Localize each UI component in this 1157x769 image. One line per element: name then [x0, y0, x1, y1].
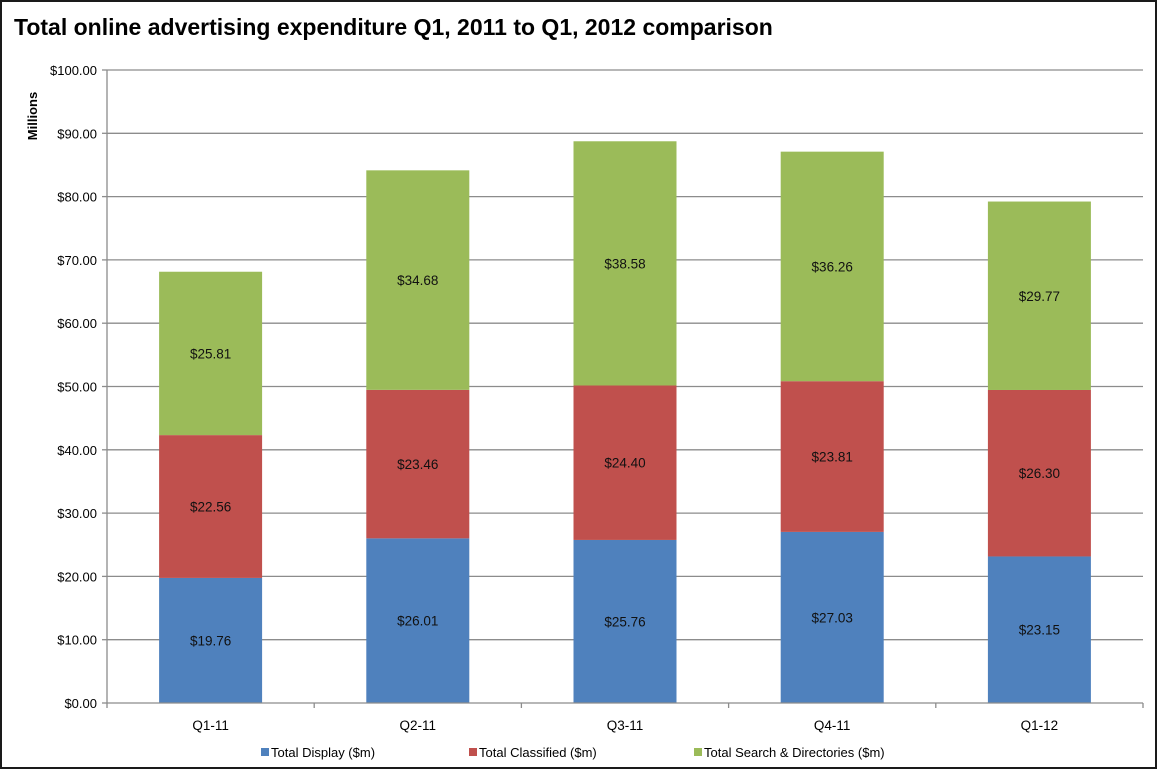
y-tick-label: $10.00: [57, 633, 97, 648]
bar-segment: [366, 538, 470, 703]
bar-segment: [366, 389, 470, 539]
data-label: $25.81: [190, 346, 231, 361]
data-label: $23.46: [397, 457, 438, 472]
legend-swatch: [469, 748, 477, 756]
bar-segment: [780, 151, 884, 382]
y-tick-label: $80.00: [57, 190, 97, 205]
x-tick-label: Q3-11: [607, 718, 644, 733]
x-tick-label: Q1-12: [1021, 718, 1059, 733]
data-label: $19.76: [190, 633, 231, 648]
y-tick-label: $60.00: [57, 316, 97, 331]
data-label: $25.76: [604, 614, 645, 629]
y-tick-labels: $0.00 $10.00 $20.00 $30.00 $40.00 $50.00 $60.0…: [50, 63, 97, 711]
bar-segment: [780, 381, 884, 532]
y-tick-label: $70.00: [57, 253, 97, 268]
legend-label: Total Display ($m): [271, 745, 375, 760]
data-label: $26.01: [397, 614, 438, 629]
data-label: $23.15: [1019, 623, 1060, 638]
y-tick-label: $20.00: [57, 569, 97, 584]
bars: [159, 141, 1091, 703]
bar-segment: [159, 271, 263, 436]
x-tick-label: Q1-11: [192, 718, 229, 733]
bar-segment: [987, 201, 1091, 390]
y-tick-label: $50.00: [57, 380, 97, 395]
data-label: $24.40: [604, 456, 645, 471]
bar-segment: [987, 556, 1091, 703]
x-tick-label: Q4-11: [814, 718, 851, 733]
y-axis-title: Millions: [25, 92, 40, 140]
y-tick-label: $40.00: [57, 443, 97, 458]
bar-segment: [573, 385, 677, 540]
legend: Total Display ($m) Total Classified ($m) T…: [261, 745, 885, 760]
legend-swatch: [694, 748, 702, 756]
chart-title: Total online advertising expenditure Q1,…: [14, 14, 773, 40]
y-tick-label: $100.00: [50, 63, 97, 78]
data-label: $34.68: [397, 273, 438, 288]
data-labels: $19.76 $22.56 $25.81 $26.01 $23.46 $34.68 $25.…: [190, 256, 1060, 648]
axes: [102, 69, 1144, 708]
bar-segment: [159, 577, 263, 703]
legend-label: Total Search & Directories ($m): [704, 745, 885, 760]
data-label: $22.56: [190, 500, 231, 515]
bar-segment: [366, 170, 470, 390]
x-tick-label: Q2-11: [400, 718, 437, 733]
x-tick-labels: Q1-11 Q2-11 Q3-11 Q4-11 Q1-12: [192, 718, 1058, 733]
bar-segment: [573, 141, 677, 386]
bar-segment: [780, 531, 884, 703]
data-label: $36.26: [812, 259, 853, 274]
bar-segment: [987, 389, 1091, 557]
legend-swatch: [261, 748, 269, 756]
data-label: $38.58: [604, 256, 645, 271]
data-label: $26.30: [1019, 466, 1060, 481]
y-tick-label: $90.00: [57, 126, 97, 141]
data-label: $27.03: [812, 610, 853, 625]
legend-label: Total Classified ($m): [479, 745, 597, 760]
bar-segment: [159, 435, 263, 578]
data-label: $23.81: [812, 450, 853, 465]
y-tick-label: $0.00: [64, 696, 97, 711]
data-label: $29.77: [1019, 289, 1060, 304]
bar-segment: [573, 539, 677, 703]
y-tick-label: $30.00: [57, 506, 97, 521]
